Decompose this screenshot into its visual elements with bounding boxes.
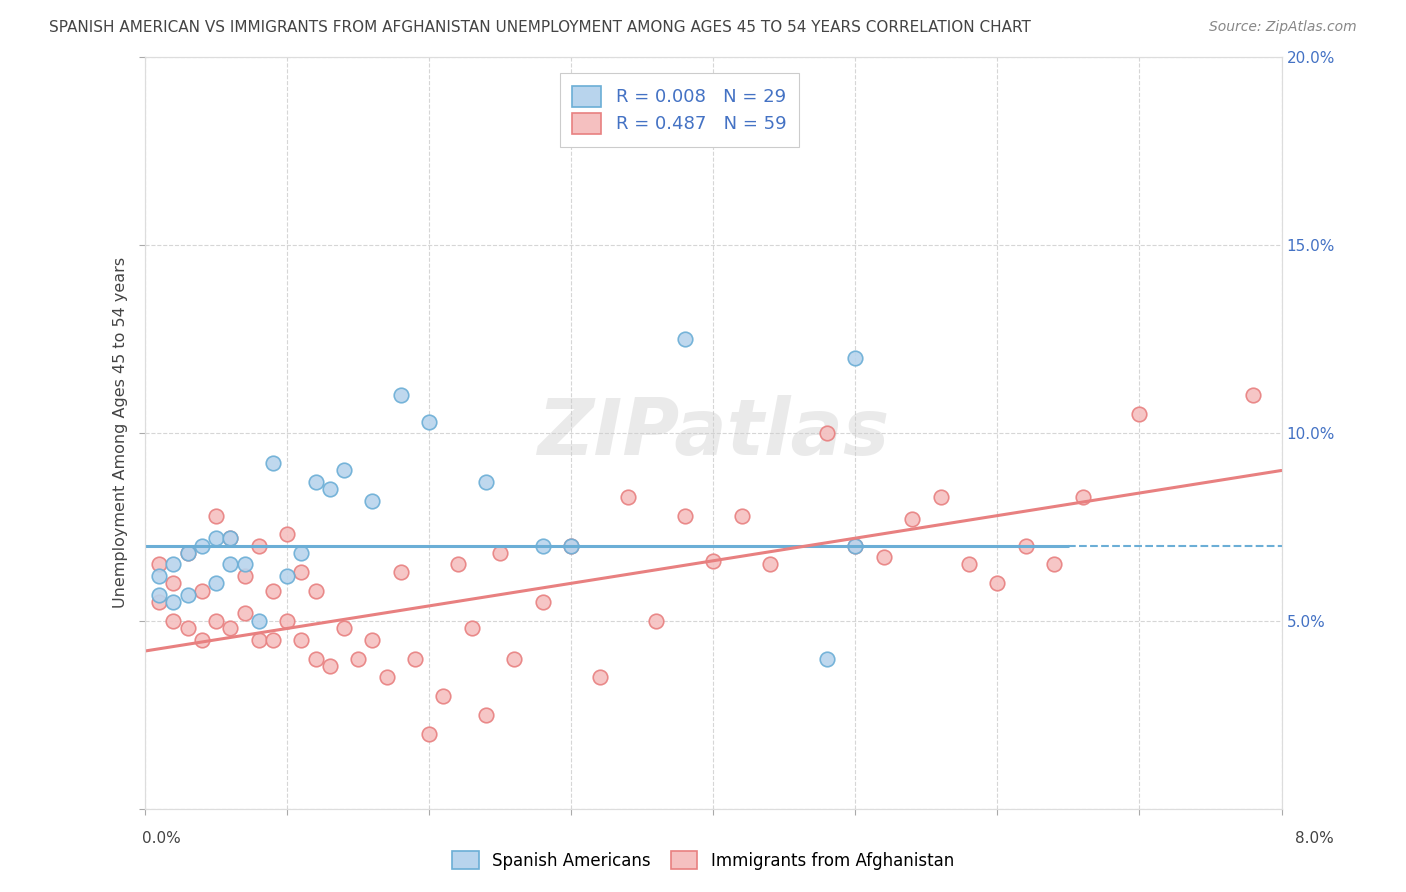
Point xyxy=(901,512,924,526)
Legend: Spanish Americans, Immigrants from Afghanistan: Spanish Americans, Immigrants from Afgha… xyxy=(446,845,960,877)
Point xyxy=(290,565,312,579)
Point xyxy=(347,651,370,665)
Point xyxy=(162,558,184,572)
Point xyxy=(205,614,228,628)
Point xyxy=(389,388,412,402)
Point xyxy=(702,554,724,568)
Point xyxy=(333,622,356,636)
Point xyxy=(645,614,668,628)
Point xyxy=(162,614,184,628)
Point xyxy=(503,651,526,665)
Point xyxy=(929,490,952,504)
Point xyxy=(1015,539,1038,553)
Text: SPANISH AMERICAN VS IMMIGRANTS FROM AFGHANISTAN UNEMPLOYMENT AMONG AGES 45 TO 54: SPANISH AMERICAN VS IMMIGRANTS FROM AFGH… xyxy=(49,20,1031,35)
Point xyxy=(361,493,384,508)
Point xyxy=(489,546,512,560)
Point xyxy=(319,659,342,673)
Point xyxy=(191,539,214,553)
Point xyxy=(759,558,782,572)
Point xyxy=(1241,388,1264,402)
Point xyxy=(148,595,170,609)
Point xyxy=(205,576,228,591)
Point xyxy=(1128,407,1150,421)
Point xyxy=(844,351,866,365)
Point xyxy=(276,568,298,582)
Point xyxy=(389,565,412,579)
Point xyxy=(418,415,440,429)
Point xyxy=(815,425,838,440)
Point xyxy=(673,332,696,346)
Point xyxy=(361,632,384,647)
Point xyxy=(177,546,200,560)
Point xyxy=(304,475,326,489)
Point xyxy=(162,576,184,591)
Point xyxy=(986,576,1008,591)
Point xyxy=(304,651,326,665)
Point xyxy=(219,622,242,636)
Text: 0.0%: 0.0% xyxy=(142,831,181,846)
Text: ZIPatlas: ZIPatlas xyxy=(537,395,890,471)
Point xyxy=(873,549,896,564)
Point xyxy=(233,558,256,572)
Point xyxy=(333,463,356,477)
Y-axis label: Unemployment Among Ages 45 to 54 years: Unemployment Among Ages 45 to 54 years xyxy=(114,257,128,608)
Point xyxy=(148,588,170,602)
Point xyxy=(1043,558,1066,572)
Point xyxy=(844,539,866,553)
Point xyxy=(247,539,270,553)
Point xyxy=(276,614,298,628)
Point xyxy=(673,508,696,523)
Point xyxy=(617,490,640,504)
Point xyxy=(219,558,242,572)
Point xyxy=(262,632,284,647)
Point xyxy=(531,539,554,553)
Point xyxy=(475,475,498,489)
Point xyxy=(815,651,838,665)
Point xyxy=(304,583,326,598)
Point xyxy=(957,558,980,572)
Point xyxy=(177,546,200,560)
Point xyxy=(589,670,612,684)
Point xyxy=(162,595,184,609)
Point xyxy=(560,539,582,553)
Text: Source: ZipAtlas.com: Source: ZipAtlas.com xyxy=(1209,20,1357,34)
Point xyxy=(247,632,270,647)
Point xyxy=(531,595,554,609)
Point xyxy=(262,583,284,598)
Point xyxy=(418,727,440,741)
Point xyxy=(290,632,312,647)
Text: 8.0%: 8.0% xyxy=(1295,831,1334,846)
Point xyxy=(247,614,270,628)
Point xyxy=(191,583,214,598)
Point xyxy=(290,546,312,560)
Point xyxy=(262,456,284,470)
Point xyxy=(233,607,256,621)
Point xyxy=(461,622,484,636)
Point xyxy=(177,622,200,636)
Point xyxy=(404,651,426,665)
Point xyxy=(233,568,256,582)
Point xyxy=(731,508,754,523)
Point xyxy=(475,708,498,723)
Point xyxy=(446,558,468,572)
Point xyxy=(844,539,866,553)
Point xyxy=(432,689,454,703)
Point xyxy=(276,527,298,541)
Point xyxy=(148,568,170,582)
Point xyxy=(205,531,228,545)
Point xyxy=(148,558,170,572)
Point xyxy=(191,632,214,647)
Point xyxy=(319,483,342,497)
Point xyxy=(205,508,228,523)
Point xyxy=(1071,490,1094,504)
Point xyxy=(560,539,582,553)
Point xyxy=(177,588,200,602)
Legend: R = 0.008   N = 29, R = 0.487   N = 59: R = 0.008 N = 29, R = 0.487 N = 59 xyxy=(560,73,799,146)
Point xyxy=(375,670,398,684)
Point xyxy=(219,531,242,545)
Point xyxy=(219,531,242,545)
